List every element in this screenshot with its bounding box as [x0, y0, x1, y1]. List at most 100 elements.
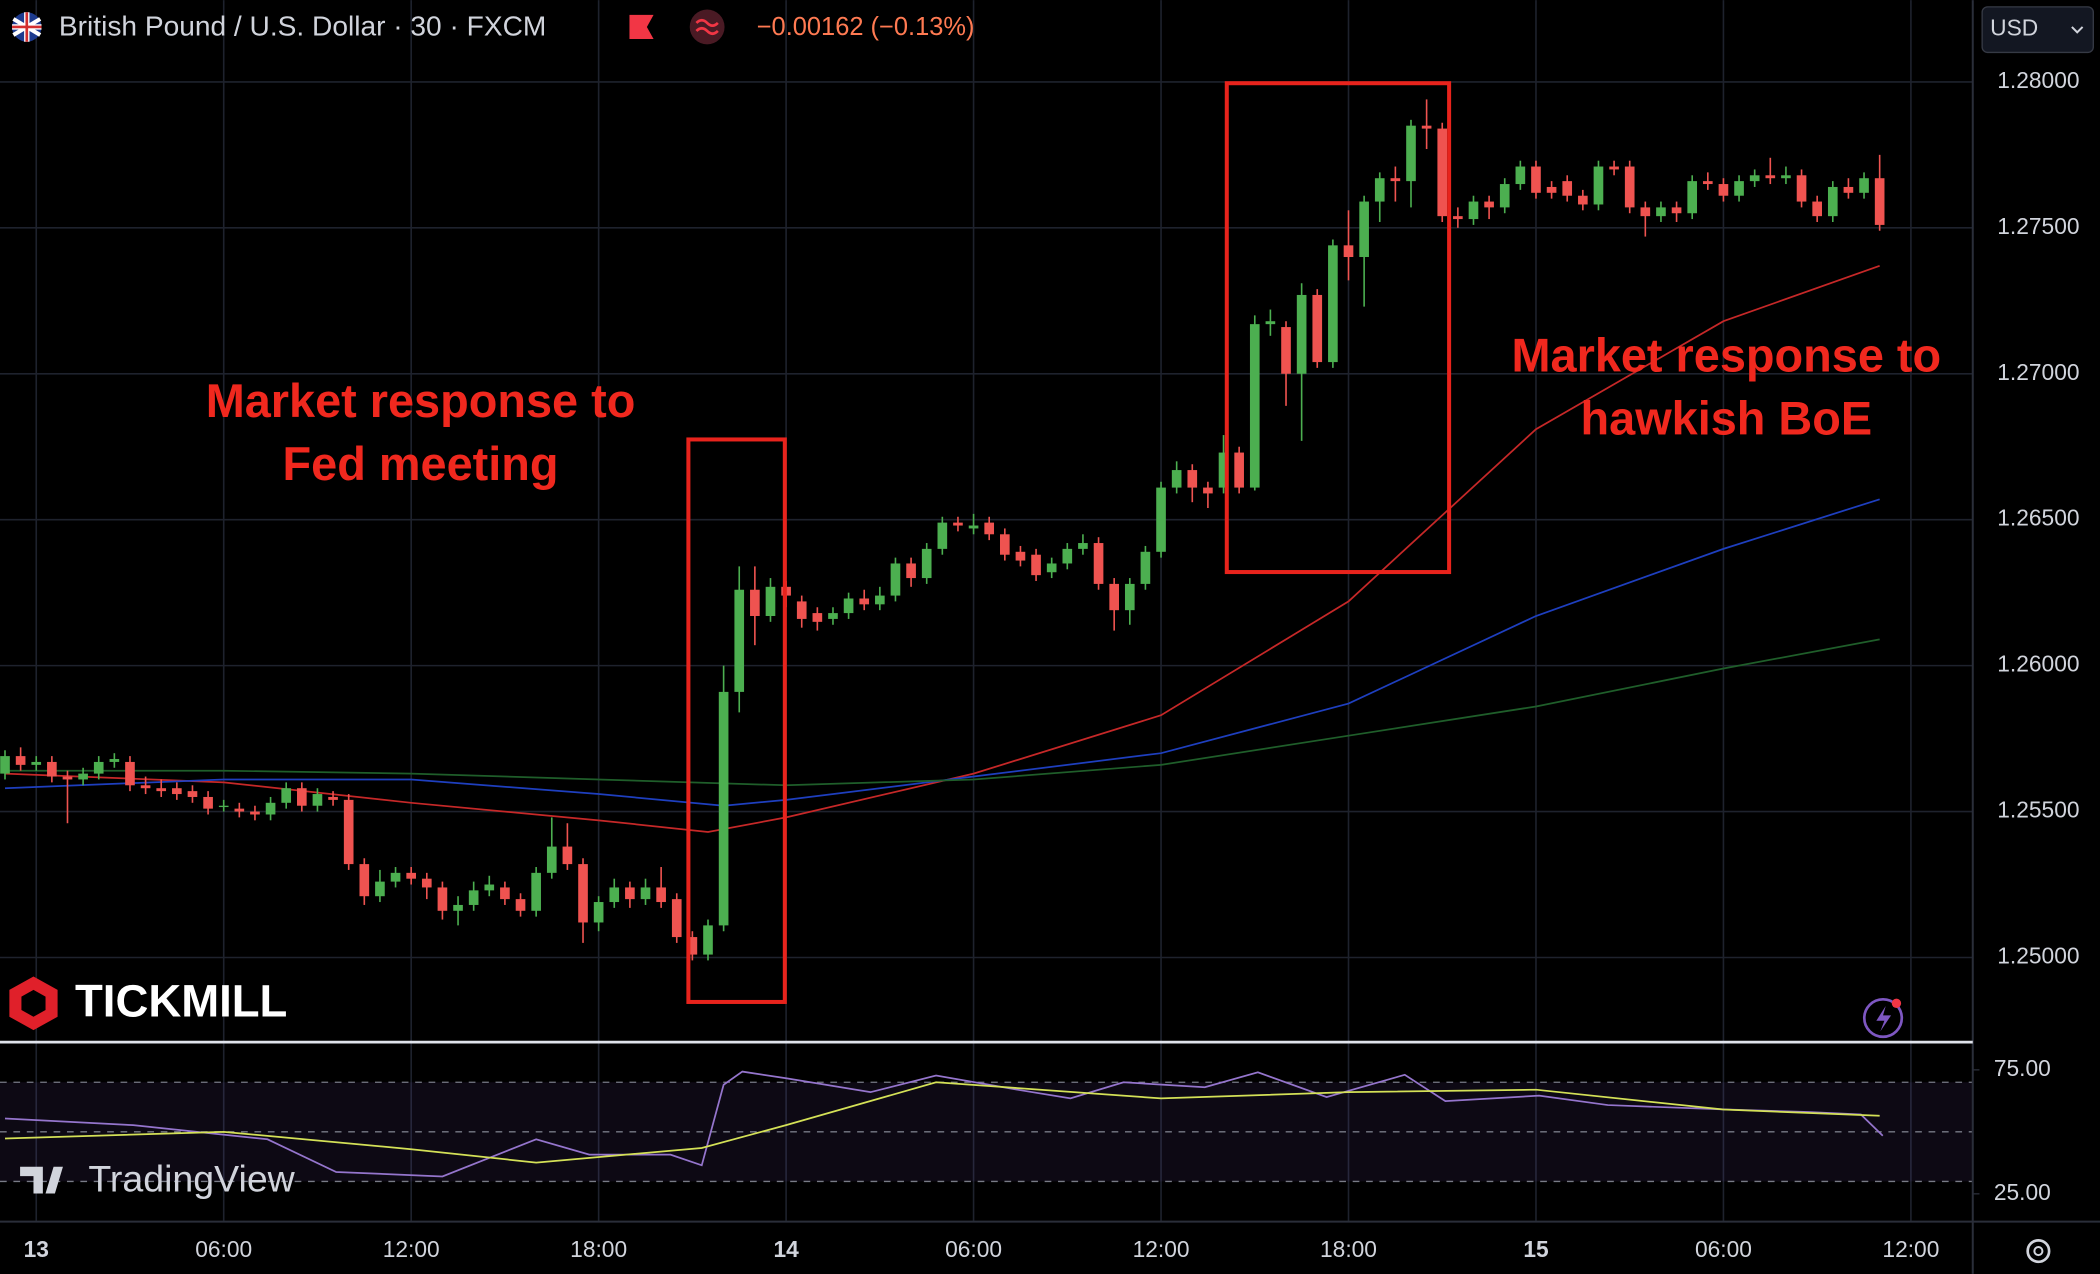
y-tick-label: 75.00 — [1994, 1055, 2051, 1081]
candle-body — [1515, 166, 1526, 185]
candle-body — [1343, 245, 1354, 258]
candle-body — [843, 598, 854, 614]
broker-name: TICKMILL — [75, 976, 287, 1027]
platform-name: TradingView — [88, 1157, 295, 1199]
y-tick-label: 1.25500 — [1997, 797, 2079, 823]
candle-body — [343, 799, 354, 865]
candle-body — [1609, 166, 1619, 170]
candle-body — [453, 904, 463, 911]
candle-body — [640, 887, 651, 900]
candle-body — [984, 522, 995, 535]
candle-body — [1718, 184, 1729, 196]
candle-body — [500, 887, 510, 900]
alert-dot — [1891, 998, 1902, 1008]
candle-body — [1390, 178, 1401, 182]
currency-label: USD — [1990, 15, 2038, 41]
candle-body — [1328, 245, 1338, 363]
broker-logo: TICKMILL — [9, 976, 287, 1031]
candle-body — [1156, 487, 1166, 552]
candle-body — [250, 811, 260, 815]
candle-body — [125, 761, 135, 786]
candle-body — [421, 878, 432, 888]
candle-body — [62, 776, 73, 780]
axes: 13 06:00 12:00 18:00 14 06:00 12:00 18:00 15 06:0… — [24, 67, 2080, 1262]
candle-body — [78, 773, 88, 780]
highlight-box — [686, 437, 787, 1004]
candle-body — [1702, 181, 1713, 185]
line — [4, 498, 1880, 807]
candle-body — [1671, 207, 1682, 214]
alert-button[interactable] — [1862, 997, 1904, 1039]
y-tick-label: 1.26500 — [1997, 505, 2079, 531]
x-tick-label: 12:00 — [1133, 1236, 1190, 1262]
candle-body — [1843, 186, 1854, 193]
candle-body — [468, 890, 479, 905]
candle-body — [578, 864, 588, 923]
candle-body — [1624, 166, 1635, 208]
candle-body — [1593, 166, 1604, 205]
candle-body — [1656, 207, 1666, 217]
candle-body — [1312, 294, 1323, 363]
candle-body — [218, 805, 229, 808]
candle-body — [1062, 548, 1073, 564]
currency-select[interactable] — [1981, 6, 2094, 54]
candle-body — [796, 601, 807, 619]
candle-body — [718, 691, 729, 926]
x-tick-label: 06:00 — [945, 1236, 1002, 1262]
candle-body — [1687, 181, 1698, 214]
indicator-icon[interactable] — [689, 9, 725, 45]
settings-button[interactable] — [2026, 1239, 2051, 1264]
line — [4, 638, 1880, 787]
candle-body — [1827, 186, 1838, 217]
candle-body — [156, 788, 167, 792]
candle-body — [859, 598, 870, 605]
x-tick-label: 12:00 — [1882, 1236, 1939, 1262]
candle-body — [390, 872, 401, 882]
candle-body — [1749, 175, 1760, 182]
candle-body — [593, 902, 604, 923]
x-tick-label: 12:00 — [383, 1236, 440, 1262]
candle-body — [1812, 201, 1822, 217]
candle-body — [562, 846, 573, 865]
candle-body — [671, 899, 682, 938]
annotation: Fed meeting — [283, 438, 559, 490]
candle-body — [1249, 324, 1260, 488]
candle-body — [140, 785, 151, 789]
candle-body — [812, 613, 823, 622]
band-fill — [0, 1082, 1973, 1182]
candle-body — [765, 586, 776, 617]
x-tick-label: 06:00 — [1695, 1236, 1752, 1262]
candle-body — [1796, 175, 1807, 202]
plot — [0, 99, 1885, 1178]
candle-body — [1421, 125, 1432, 129]
candle-body — [953, 522, 963, 526]
candle-body — [1234, 452, 1244, 488]
candle-body — [1562, 181, 1573, 196]
candle-body — [1734, 181, 1744, 196]
candle-body — [1281, 327, 1291, 374]
candle-body — [31, 761, 42, 765]
candle-body — [1203, 487, 1213, 494]
settings-icon — [2033, 1246, 2044, 1257]
header: British Pound / U.S. Dollar · 30 · FXCM … — [12, 6, 2094, 54]
candle-body — [1578, 195, 1588, 205]
candle-body — [1453, 216, 1463, 220]
candle-body — [0, 756, 10, 774]
candle-body — [828, 613, 838, 619]
candle-body — [296, 788, 307, 806]
candle-body — [1859, 178, 1869, 193]
y-tick-label: 1.25000 — [1997, 943, 2079, 969]
y-tick-label: 1.28000 — [1997, 67, 2079, 93]
dropdown-arrow — [2071, 26, 2084, 34]
candle-body — [265, 802, 276, 815]
candle-body — [109, 759, 120, 762]
symbol-title[interactable]: British Pound / U.S. Dollar · 30 · FXCM — [59, 11, 546, 42]
candle-body — [1484, 201, 1494, 208]
annotation: Market response to — [1511, 329, 1941, 381]
flag-marker[interactable] — [629, 14, 654, 40]
candle-body — [968, 525, 979, 529]
candle-body — [15, 756, 26, 765]
candle-body — [1031, 554, 1041, 576]
indicator-icon — [695, 18, 719, 35]
candle-body — [999, 534, 1010, 555]
